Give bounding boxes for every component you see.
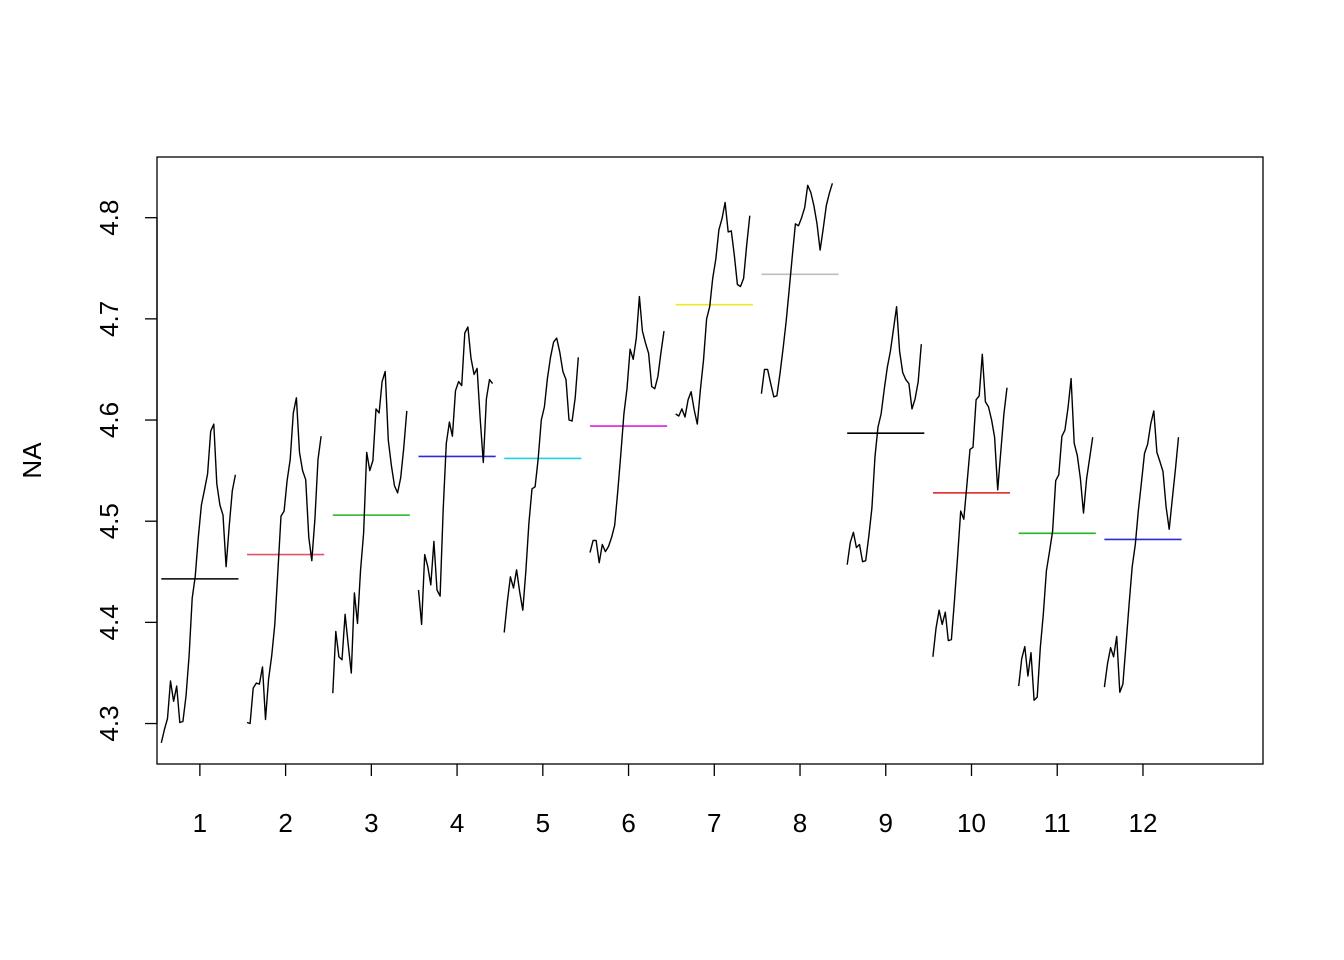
x-tick-label-12: 12	[1129, 808, 1158, 838]
x-tick-label-5: 5	[536, 808, 550, 838]
series-line-6	[589, 295, 665, 564]
x-tick-label-2: 2	[278, 808, 292, 838]
x-tick-label-8: 8	[793, 808, 807, 838]
x-tick-label-1: 1	[193, 808, 207, 838]
x-tick-label-7: 7	[707, 808, 721, 838]
y-tick-label-4.7: 4.7	[94, 301, 124, 337]
series-line-1	[160, 423, 237, 743]
monthly-series	[160, 183, 1180, 743]
x-tick-label-9: 9	[879, 808, 893, 838]
x-tick-label-6: 6	[621, 808, 635, 838]
y-tick-label-4.5: 4.5	[94, 503, 124, 539]
y-tick-label-4.4: 4.4	[94, 604, 124, 640]
x-tick-label-3: 3	[364, 808, 378, 838]
y-axis: 4.3 4.4 4.5 4.6 4.7 4.8	[94, 200, 158, 742]
series-line-11	[1018, 377, 1094, 701]
x-tick-label-10: 10	[957, 808, 986, 838]
y-tick-label-4.8: 4.8	[94, 200, 124, 236]
series-line-5	[503, 337, 579, 633]
series-line-7	[675, 201, 751, 425]
series-line-9	[846, 306, 922, 565]
series-line-8	[760, 183, 834, 398]
x-axis: 1 2 3 4 5 6 7 8 9 10 11 12	[193, 764, 1158, 838]
x-tick-label-11: 11	[1044, 808, 1071, 838]
series-line-10	[932, 353, 1008, 657]
y-tick-label-4.3: 4.3	[94, 705, 124, 741]
series-line-3	[332, 370, 408, 694]
series-line-12	[1103, 410, 1180, 693]
x-tick-label-4: 4	[450, 808, 464, 838]
y-axis-title: NA	[17, 442, 47, 479]
mean-lines	[161, 273, 1182, 580]
series-line-2	[246, 397, 322, 725]
y-tick-label-4.6: 4.6	[94, 402, 124, 438]
series-line-4	[417, 326, 494, 626]
